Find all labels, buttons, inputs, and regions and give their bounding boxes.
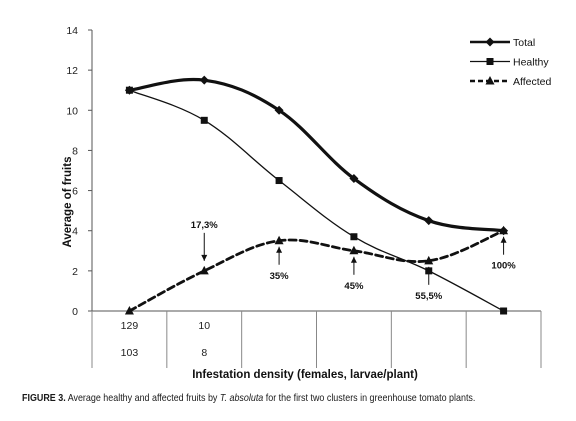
series-total-point [349,174,359,184]
legend-item-total: Total [470,37,535,49]
series-total-point [199,75,209,85]
series-total-point [424,216,434,226]
y-tick-label: 0 [72,306,78,318]
series-healthy-point [350,233,358,241]
annotation-arrowhead [500,236,507,243]
annotation-arrowhead [276,246,283,253]
series-affected-line [128,229,505,313]
series-affected-point [199,265,209,275]
legend-label: Total [513,37,535,49]
legend-label: Affected [513,76,551,88]
legend-total-point [485,37,495,47]
x-tick-label: 129 [121,320,139,332]
legend-item-healthy: Healthy [470,57,549,69]
annotation-arrowhead [201,254,208,261]
annotation-arrowhead [425,266,432,273]
caption-text-before: Average healthy and affected fruits by [67,393,218,404]
annotation-label: 55,5% [415,291,442,302]
legend-affected-point [485,76,495,85]
series-affected-point [499,225,509,235]
annotation-label: 100% [491,261,516,272]
annotation-layer: 17,3% 35% 45% 55,5% 100% [191,220,516,302]
series-healthy-line [128,89,505,312]
caption-label: FIGURE 3. [22,393,66,404]
x-tick-label: 8 [201,347,207,359]
series-affected-point [124,306,134,315]
y-tick-label: 14 [66,25,78,37]
x-tick-label: 10 [198,320,210,332]
figure-caption: FIGURE 3. Average healthy and affected f… [22,393,491,404]
series-total-point [274,105,284,115]
annotation: 45% [344,256,364,292]
annotation-label: 35% [270,271,290,282]
series-affected [124,225,509,315]
series-healthy-point [200,116,208,124]
annotation-label: 45% [344,281,364,292]
series-affected-point [424,255,434,265]
y-tick-label: 10 [66,105,78,117]
annotation: 100% [491,236,516,272]
y-tick-label: 8 [72,145,78,157]
series-layer [124,75,509,315]
caption-species: T. absoluta [219,393,264,404]
series-affected-point [349,245,359,255]
caption-text-after: for the first two clusters in greenhouse… [265,393,476,404]
x-axis-label: Infestation density (females, larvae/pla… [192,369,418,381]
y-tick-label: 4 [72,226,78,238]
y-tick-label: 6 [72,186,78,198]
series-healthy-point [500,307,508,315]
y-axis-ticks: 0 2 4 6 8 10 12 14 [66,25,92,318]
annotation: 55,5% [415,266,443,302]
series-healthy-point [125,86,133,94]
annotation-arrowhead [350,256,357,263]
legend-label: Healthy [513,57,549,69]
y-tick-label: 2 [72,266,78,278]
x-tick-label: 103 [121,347,139,359]
annotation: 17,3% [191,220,218,261]
legend-item-affected: Affected [470,76,551,88]
y-axis-label: Average of fruits [62,157,74,248]
legend-healthy-point [486,58,494,65]
legend: Total Healthy Affected [470,37,551,88]
y-tick-label: 12 [66,65,78,77]
series-affected-point [274,235,284,245]
x-axis-table: 129 10 103 8 [91,311,542,368]
annotation: 35% [270,246,290,282]
annotation-label: 17,3% [191,220,218,231]
series-healthy-point [275,177,283,185]
